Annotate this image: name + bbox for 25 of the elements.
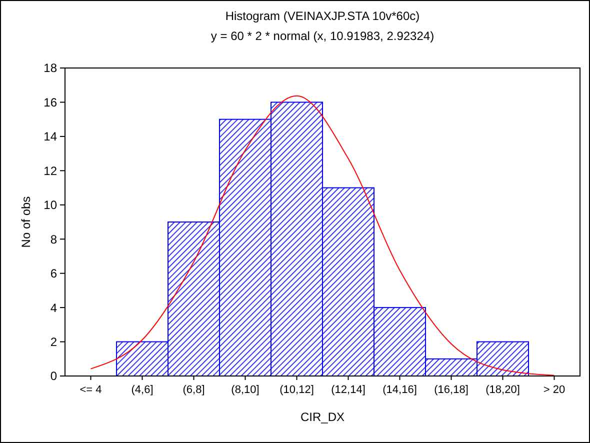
x-tick-label: (12,14] (331, 384, 366, 396)
line-series (90, 95, 555, 376)
y-tick-label: 14 (44, 130, 58, 144)
x-tick-label: > 20 (543, 384, 566, 396)
chart-subtitle: y = 60 * 2 * normal (x, 10.91983, 2.92324) (210, 29, 434, 43)
y-tick-label: 18 (44, 61, 58, 76)
x-tick-label: <= 4 (80, 384, 102, 396)
x-tick-label: (16,18] (434, 384, 468, 396)
y-axis-title: No of obs (19, 196, 33, 248)
x-tick-label: (4,6] (131, 384, 154, 396)
y-tick-label: 2 (50, 334, 58, 349)
y-tick-label: 10 (44, 198, 58, 212)
x-tick-label: (10,12] (280, 384, 314, 396)
y-tick-label: 6 (50, 266, 58, 281)
y-tick-label: 0 (50, 369, 58, 384)
x-axis-title: CIR_DX (300, 410, 345, 424)
y-tick-label: 8 (50, 232, 58, 246)
x-tick-label: (18,20] (486, 384, 520, 396)
y-tick-label: 4 (50, 300, 58, 315)
x-tick-label: (14,16] (382, 384, 417, 396)
y-tick-label: 12 (44, 164, 58, 178)
x-tick-label: (8,10] (231, 384, 260, 396)
y-tick-label: 16 (44, 95, 58, 110)
x-tick-label: (6,8] (182, 384, 205, 396)
chart-title: Histogram (VEINAXJP.STA 10v*60c) (225, 9, 420, 23)
